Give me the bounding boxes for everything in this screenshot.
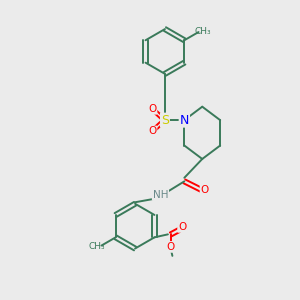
- Text: O: O: [178, 222, 186, 232]
- Text: CH₃: CH₃: [88, 242, 105, 251]
- Text: CH₃: CH₃: [195, 27, 211, 36]
- Text: O: O: [167, 242, 175, 252]
- Text: O: O: [200, 185, 209, 195]
- Text: N: N: [180, 114, 189, 127]
- Text: NH: NH: [153, 190, 168, 200]
- Text: S: S: [161, 114, 169, 127]
- Text: O: O: [148, 104, 157, 114]
- Text: O: O: [148, 127, 157, 136]
